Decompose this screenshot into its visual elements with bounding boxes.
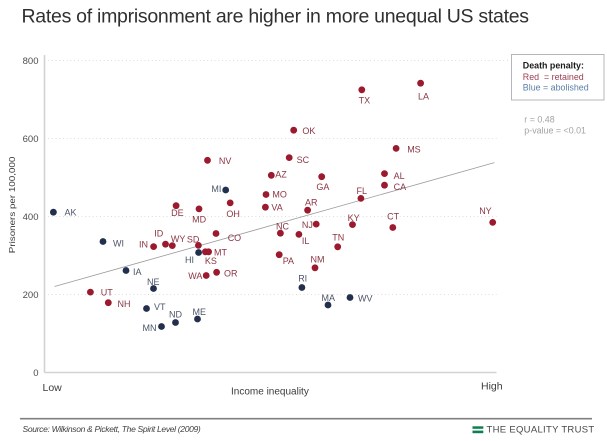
svg-text:HI: HI: [185, 255, 194, 265]
svg-text:r = 0.48: r = 0.48: [524, 115, 554, 125]
svg-text:KS: KS: [205, 256, 217, 266]
svg-text:VT: VT: [154, 302, 166, 312]
svg-text:AL: AL: [394, 171, 405, 181]
svg-text:Rates of imprisonment are high: Rates of imprisonment are higher in more…: [22, 6, 530, 28]
svg-text:MD: MD: [192, 215, 206, 225]
svg-text:GA: GA: [316, 182, 329, 192]
svg-text:SC: SC: [297, 155, 310, 165]
svg-text:Death penalty:: Death penalty:: [523, 60, 584, 70]
svg-text:0: 0: [33, 368, 38, 379]
svg-text:MI: MI: [211, 184, 221, 194]
svg-text:TX: TX: [359, 96, 371, 106]
svg-text:WA: WA: [188, 271, 202, 281]
svg-text:800: 800: [23, 56, 39, 67]
svg-text:Blue = abolished: Blue = abolished: [523, 83, 589, 93]
svg-text:WI: WI: [113, 238, 124, 248]
svg-text:WV: WV: [358, 293, 373, 303]
svg-text:OR: OR: [224, 269, 238, 279]
svg-text:Prisoners per 100,000: Prisoners per 100,000: [7, 156, 17, 253]
svg-text:400: 400: [23, 212, 39, 223]
svg-text:VA: VA: [271, 203, 282, 213]
svg-text:CO: CO: [228, 233, 242, 243]
svg-text:MS: MS: [407, 145, 421, 155]
svg-text:RI: RI: [298, 274, 307, 284]
svg-text:NM: NM: [311, 255, 325, 265]
svg-text:IL: IL: [302, 236, 310, 246]
svg-text:Red = retained: Red = retained: [523, 72, 584, 82]
svg-text:600: 600: [23, 134, 39, 145]
svg-text:MN: MN: [143, 323, 157, 333]
svg-text:MA: MA: [322, 293, 336, 303]
svg-text:OK: OK: [302, 126, 315, 136]
svg-text:DE: DE: [171, 208, 184, 218]
svg-text:ME: ME: [193, 307, 207, 317]
svg-text:High: High: [481, 380, 503, 392]
svg-text:NH: NH: [118, 299, 131, 309]
svg-text:FL: FL: [357, 186, 368, 196]
svg-text:CT: CT: [387, 212, 399, 222]
svg-text:KY: KY: [348, 213, 360, 223]
svg-text:Income inequality: Income inequality: [231, 387, 309, 398]
svg-text:AK: AK: [65, 207, 77, 217]
svg-text:MT: MT: [214, 248, 227, 258]
svg-text:Low: Low: [43, 382, 63, 394]
svg-text:NE: NE: [147, 277, 160, 287]
svg-text:IN: IN: [139, 239, 148, 249]
svg-text:NV: NV: [219, 156, 232, 166]
svg-text:Source: Wilkinson & Pickett, T: Source: Wilkinson & Pickett, The Spirit …: [23, 424, 201, 434]
svg-text:OH: OH: [226, 209, 240, 219]
svg-text:IA: IA: [133, 267, 142, 277]
svg-text:p-value = <0.01: p-value = <0.01: [524, 126, 586, 136]
svg-text:NY: NY: [479, 206, 492, 216]
svg-text:LA: LA: [418, 91, 429, 101]
svg-text:CA: CA: [394, 182, 407, 192]
svg-text:WY: WY: [171, 234, 186, 244]
svg-text:THE EQUALITY TRUST: THE EQUALITY TRUST: [487, 424, 595, 435]
svg-text:MO: MO: [272, 190, 287, 200]
svg-text:UT: UT: [101, 288, 113, 298]
svg-text:ND: ND: [169, 309, 182, 319]
svg-text:AZ: AZ: [275, 170, 287, 180]
svg-text:TN: TN: [332, 233, 344, 243]
svg-text:ID: ID: [154, 229, 164, 239]
svg-text:NJ: NJ: [302, 220, 313, 230]
svg-text:NC: NC: [276, 221, 289, 231]
svg-text:200: 200: [23, 290, 39, 301]
svg-text:AR: AR: [305, 197, 318, 207]
svg-text:SD: SD: [187, 235, 200, 245]
svg-text:PA: PA: [283, 256, 294, 266]
